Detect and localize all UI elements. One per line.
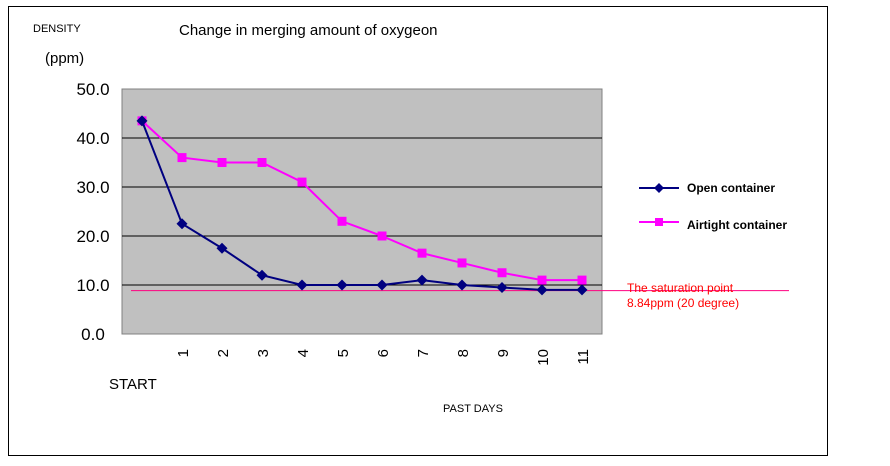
y-tick-label: 30.0 (76, 178, 109, 197)
data-point (216, 242, 228, 254)
y-tick-label: 50.0 (76, 80, 109, 99)
series-line (141, 120, 582, 282)
data-point (377, 231, 387, 241)
x-tick-label: 5 (335, 349, 352, 357)
chart-title: Change in merging amount of oxygeon (179, 22, 438, 39)
legend-item-open: Open container (639, 181, 775, 195)
plot-area (121, 88, 603, 335)
data-point (176, 218, 188, 230)
x-tick-label: 6 (375, 349, 392, 357)
legend-marker-open (654, 183, 664, 193)
x-axis-label: PAST DAYS (443, 403, 503, 415)
series-layer (136, 115, 588, 296)
data-point (217, 158, 227, 167)
y-tick-label: 0.0 (81, 325, 105, 344)
y-axis-ticks: 50.0 40.0 30.0 20.0 10.0 0.0 (76, 80, 109, 344)
data-point (376, 279, 388, 291)
data-point (537, 275, 547, 285)
x-tick-label: 8 (455, 349, 472, 357)
data-point (177, 153, 187, 163)
x-tick-label: 3 (255, 349, 272, 357)
data-point (296, 279, 308, 291)
line-chart: DENSITY (ppm) Change in merging amount o… (33, 22, 789, 415)
data-point (496, 281, 508, 293)
y-tick-label: 10.0 (76, 276, 109, 295)
legend-item-airtight: Airtight container (639, 218, 787, 232)
data-point (457, 258, 467, 268)
y-tick-label: 20.0 (76, 227, 109, 246)
series-line (141, 120, 582, 291)
data-point (256, 269, 268, 281)
x-tick-label: 2 (215, 349, 232, 357)
data-point (456, 279, 468, 291)
x-axis-ticks: 1 2 3 4 5 6 7 8 9 10 11 (175, 349, 592, 366)
x-tick-label: 9 (495, 349, 512, 357)
data-point (576, 284, 588, 296)
chart-frame: DENSITY (ppm) Change in merging amount o… (8, 6, 828, 456)
data-point (257, 158, 267, 167)
x-tick-label: 4 (295, 349, 312, 357)
legend-label-airtight: Airtight container (687, 218, 787, 232)
data-point (337, 216, 347, 226)
x-axis-start-label: START (109, 376, 157, 393)
y-axis-label-line1: DENSITY (33, 23, 81, 35)
saturation-label-line2: 8.84ppm (20 degree) (627, 296, 739, 310)
series-open-container (136, 115, 588, 296)
data-point (136, 115, 148, 127)
saturation-label-line1: The saturation point (627, 281, 734, 295)
x-tick-label: 7 (415, 349, 432, 357)
legend: Open container Airtight container (639, 181, 787, 232)
data-point (336, 279, 348, 291)
data-point (297, 177, 307, 187)
y-tick-label: 40.0 (76, 129, 109, 148)
data-point (416, 274, 428, 286)
data-point (497, 268, 507, 278)
y-axis-label-line2: (ppm) (45, 50, 84, 67)
data-point (417, 248, 427, 258)
legend-label-open: Open container (687, 181, 775, 195)
x-tick-label: 10 (535, 349, 552, 366)
x-tick-label: 11 (575, 349, 592, 365)
legend-marker-airtight (655, 218, 663, 226)
data-point (536, 284, 548, 296)
x-tick-label: 1 (175, 349, 192, 357)
data-point (577, 275, 587, 285)
